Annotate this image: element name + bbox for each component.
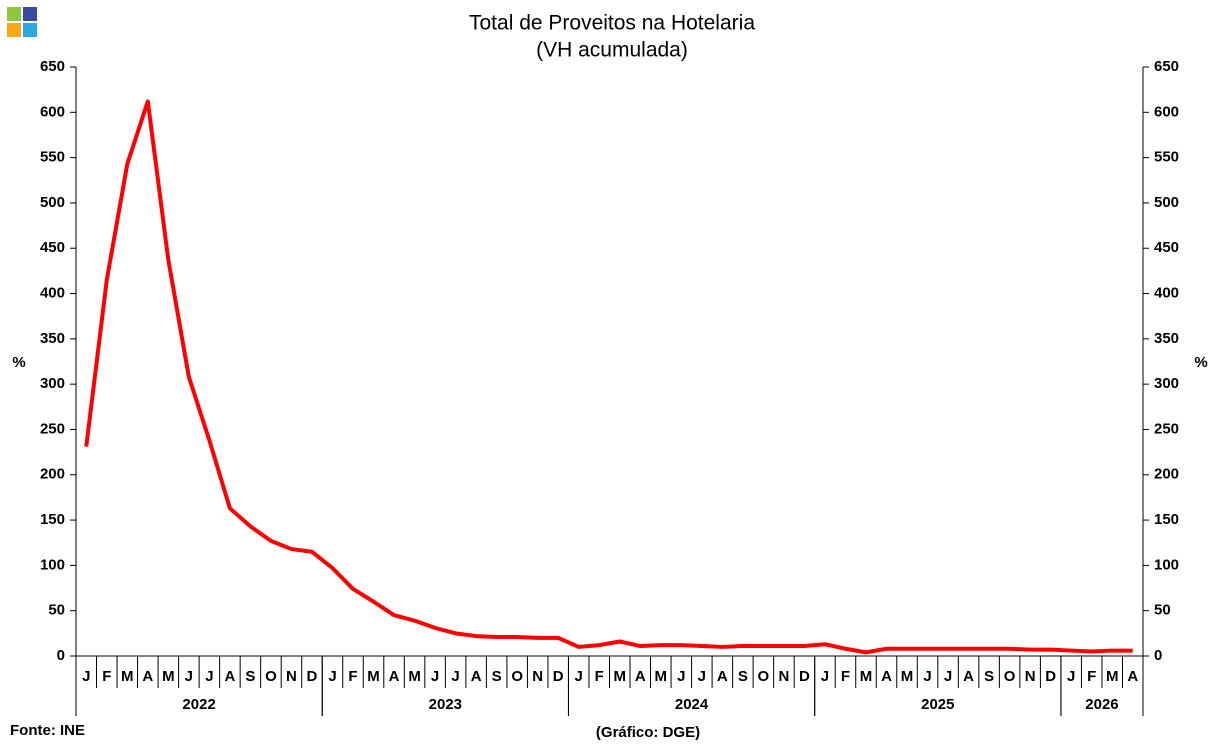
y-tick-label: 450	[40, 239, 65, 256]
x-tick-label: M	[614, 668, 627, 685]
y2-tick-label: 0	[1154, 647, 1162, 664]
y-tick-label: 250	[40, 420, 65, 437]
x-tick-label: J	[944, 668, 952, 685]
x-tick-label: O	[265, 668, 277, 685]
x-tick-label: A	[471, 668, 482, 685]
y2-axis-label: %	[1194, 354, 1207, 371]
x-tick-label: F	[1087, 668, 1096, 685]
x-tick-label: S	[492, 668, 502, 685]
x-tick-label: A	[635, 668, 646, 685]
x-tick-label: J	[698, 668, 706, 685]
x-tick-label: S	[245, 668, 255, 685]
y2-tick-label: 150	[1154, 511, 1179, 528]
y-tick-label: 150	[40, 511, 65, 528]
x-tick-label: D	[553, 668, 564, 685]
year-label: 2025	[921, 696, 954, 713]
y2-tick-label: 100	[1154, 556, 1179, 573]
y-tick-label: 550	[40, 149, 65, 166]
y-tick-label: 50	[48, 602, 65, 619]
x-tick-label: J	[1067, 668, 1075, 685]
x-tick-label: O	[511, 668, 523, 685]
x-tick-label: N	[532, 668, 543, 685]
y-tick-label: 500	[40, 194, 65, 211]
x-tick-label: M	[408, 668, 421, 685]
x-tick-label: M	[367, 668, 380, 685]
x-tick-label: J	[185, 668, 193, 685]
x-tick-label: O	[758, 668, 770, 685]
logo	[7, 7, 37, 37]
x-tick-label: D	[307, 668, 318, 685]
y-tick-label: 400	[40, 285, 65, 302]
y-tick-label: 350	[40, 330, 65, 347]
chart-subtitle: (VH acumulada)	[536, 39, 688, 62]
x-tick-label: F	[595, 668, 604, 685]
x-tick-label: J	[451, 668, 459, 685]
year-label: 2022	[182, 696, 215, 713]
year-label: 2024	[675, 696, 709, 713]
y2-tick-label: 250	[1154, 420, 1179, 437]
x-tick-label: S	[984, 668, 994, 685]
y2-tick-label: 650	[1154, 58, 1179, 75]
y-axis-label: %	[12, 354, 25, 371]
x-tick-label: A	[142, 668, 153, 685]
x-tick-label: A	[1127, 668, 1138, 685]
x-tick-label: S	[738, 668, 748, 685]
x-tick-label: M	[121, 668, 134, 685]
x-tick-label: J	[923, 668, 931, 685]
y2-tick-label: 550	[1154, 149, 1179, 166]
x-tick-label: O	[1004, 668, 1016, 685]
x-tick-label: D	[799, 668, 810, 685]
x-tick-label: F	[102, 668, 111, 685]
x-tick-label: J	[431, 668, 439, 685]
x-tick-label: M	[901, 668, 914, 685]
x-tick-label: J	[328, 668, 336, 685]
x-tick-label: N	[286, 668, 297, 685]
x-tick-label: M	[1106, 668, 1119, 685]
x-tick-label: F	[348, 668, 357, 685]
y-tick-label: 600	[40, 103, 65, 120]
y2-tick-label: 300	[1154, 375, 1179, 392]
x-tick-label: J	[575, 668, 583, 685]
y-tick-label: 0	[57, 647, 65, 664]
y2-tick-label: 500	[1154, 194, 1179, 211]
y-tick-label: 100	[40, 556, 65, 573]
chart-title: Total de Proveitos na Hotelaria	[469, 12, 755, 35]
x-tick-label: N	[778, 668, 789, 685]
year-label: 2026	[1085, 696, 1118, 713]
x-tick-label: M	[162, 668, 175, 685]
x-tick-label: J	[821, 668, 829, 685]
x-tick-label: F	[841, 668, 850, 685]
y2-tick-label: 200	[1154, 466, 1179, 483]
x-tick-label: N	[1025, 668, 1036, 685]
y2-tick-label: 50	[1154, 602, 1171, 619]
x-tick-label: J	[677, 668, 685, 685]
x-tick-label: A	[881, 668, 892, 685]
y-tick-label: 650	[40, 58, 65, 75]
year-label: 2023	[429, 696, 462, 713]
x-tick-label: A	[963, 668, 974, 685]
y2-tick-label: 400	[1154, 285, 1179, 302]
x-tick-label: J	[82, 668, 90, 685]
source: Fonte: INE	[10, 722, 85, 739]
credit: (Gráfico: DGE)	[596, 724, 700, 741]
x-tick-label: D	[1045, 668, 1056, 685]
x-tick-label: J	[205, 668, 213, 685]
x-tick-label: M	[655, 668, 668, 685]
x-tick-label: A	[224, 668, 235, 685]
data-line	[84, 99, 1133, 655]
x-tick-label: A	[389, 668, 400, 685]
y-tick-label: 300	[40, 375, 65, 392]
y-tick-label: 200	[40, 466, 65, 483]
x-tick-label: M	[860, 668, 873, 685]
y2-tick-label: 450	[1154, 239, 1179, 256]
y2-tick-label: 600	[1154, 103, 1179, 120]
y2-tick-label: 350	[1154, 330, 1179, 347]
x-tick-label: A	[717, 668, 728, 685]
